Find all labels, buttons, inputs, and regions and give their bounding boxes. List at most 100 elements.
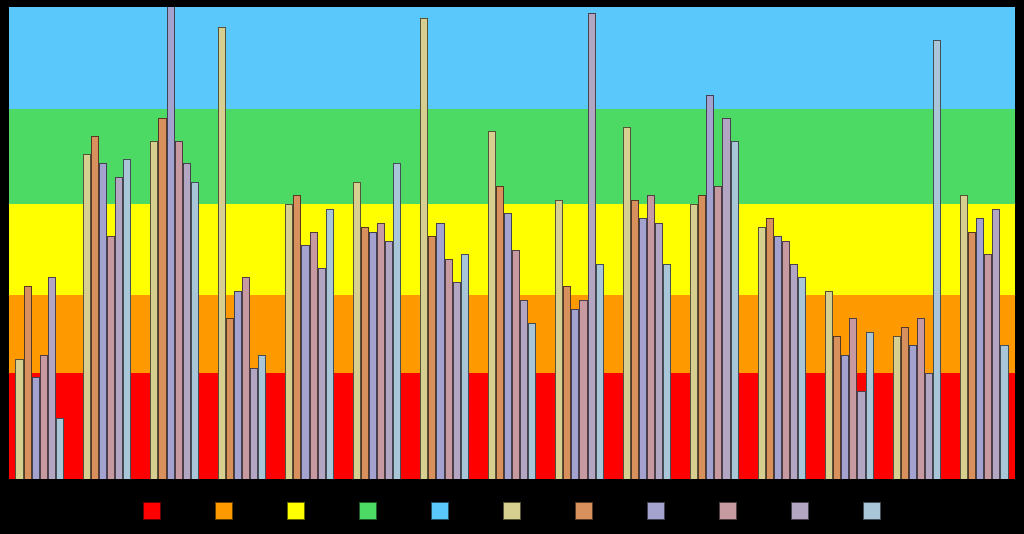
bar-group bbox=[420, 4, 469, 482]
legend-swatch bbox=[719, 502, 737, 520]
bar-group bbox=[353, 4, 402, 482]
bar-group bbox=[218, 4, 267, 482]
bar bbox=[183, 163, 191, 482]
bar bbox=[984, 254, 992, 482]
bar bbox=[714, 186, 722, 482]
bar bbox=[445, 259, 453, 482]
bar bbox=[992, 209, 1000, 482]
bar bbox=[563, 286, 571, 482]
bar bbox=[825, 291, 833, 482]
bar bbox=[774, 236, 782, 482]
legend-swatch bbox=[287, 502, 305, 520]
bar bbox=[496, 186, 504, 482]
legend-swatch bbox=[791, 502, 809, 520]
bar bbox=[520, 300, 528, 482]
bar-group bbox=[150, 4, 199, 482]
bar-group bbox=[15, 4, 64, 482]
bar bbox=[242, 277, 250, 482]
bar bbox=[250, 368, 258, 482]
bar bbox=[631, 200, 639, 482]
bar bbox=[361, 227, 369, 482]
bar bbox=[56, 418, 64, 482]
bar bbox=[158, 118, 166, 482]
bar bbox=[218, 27, 226, 482]
bar bbox=[293, 195, 301, 482]
bar bbox=[15, 359, 23, 482]
bar bbox=[579, 300, 587, 482]
bar bbox=[528, 323, 536, 482]
bar bbox=[555, 200, 563, 482]
bar bbox=[782, 241, 790, 482]
bar bbox=[428, 236, 436, 482]
bar bbox=[24, 286, 32, 482]
bar bbox=[976, 218, 984, 482]
legend bbox=[0, 502, 1024, 520]
legend-swatch bbox=[359, 502, 377, 520]
bar bbox=[40, 355, 48, 482]
bar bbox=[639, 218, 647, 482]
bar bbox=[917, 318, 925, 482]
bar bbox=[318, 268, 326, 482]
bar bbox=[258, 355, 266, 482]
bar bbox=[690, 204, 698, 482]
bar bbox=[107, 236, 115, 482]
bar bbox=[901, 327, 909, 482]
bar bbox=[353, 182, 361, 482]
bar bbox=[91, 136, 99, 482]
bar bbox=[866, 332, 874, 482]
bar bbox=[655, 223, 663, 482]
bar bbox=[488, 131, 496, 482]
bar bbox=[150, 141, 158, 482]
bar bbox=[766, 218, 774, 482]
bar bbox=[115, 177, 123, 482]
bar-group bbox=[83, 4, 132, 482]
bar bbox=[790, 264, 798, 483]
legend-swatch bbox=[215, 502, 233, 520]
bar bbox=[326, 209, 334, 482]
bar bbox=[285, 204, 293, 482]
bar bbox=[857, 391, 865, 482]
bar-chart bbox=[6, 4, 1018, 482]
bar bbox=[32, 377, 40, 482]
bar bbox=[48, 277, 56, 482]
bar bbox=[512, 250, 520, 482]
bar bbox=[504, 213, 512, 482]
bar-group bbox=[758, 4, 807, 482]
bar bbox=[123, 159, 131, 482]
bar bbox=[461, 254, 469, 482]
bar bbox=[663, 264, 671, 483]
bar bbox=[571, 309, 579, 482]
bar bbox=[623, 127, 631, 482]
bar-group bbox=[285, 4, 334, 482]
bar bbox=[731, 141, 739, 482]
bar bbox=[310, 232, 318, 482]
bar bbox=[933, 40, 941, 482]
legend-swatch bbox=[431, 502, 449, 520]
bar-group bbox=[825, 4, 874, 482]
bar bbox=[385, 241, 393, 482]
bar bbox=[588, 13, 596, 482]
bar bbox=[647, 195, 655, 482]
bar bbox=[83, 154, 91, 482]
bar bbox=[893, 336, 901, 482]
bar bbox=[393, 163, 401, 482]
bar bbox=[175, 141, 183, 482]
bar bbox=[1000, 345, 1008, 482]
bar-group bbox=[623, 4, 672, 482]
bar bbox=[377, 223, 385, 482]
bar-group bbox=[960, 4, 1009, 482]
legend-swatch bbox=[503, 502, 521, 520]
bar bbox=[436, 223, 444, 482]
bar bbox=[722, 118, 730, 482]
bar bbox=[968, 232, 976, 482]
bar-group bbox=[893, 4, 942, 482]
bar bbox=[453, 282, 461, 482]
bar bbox=[99, 163, 107, 482]
bar-group bbox=[555, 4, 604, 482]
bar bbox=[909, 345, 917, 482]
bar bbox=[798, 277, 806, 482]
bars-layer bbox=[6, 4, 1018, 482]
bar bbox=[960, 195, 968, 482]
bar bbox=[833, 336, 841, 482]
bar bbox=[698, 195, 706, 482]
